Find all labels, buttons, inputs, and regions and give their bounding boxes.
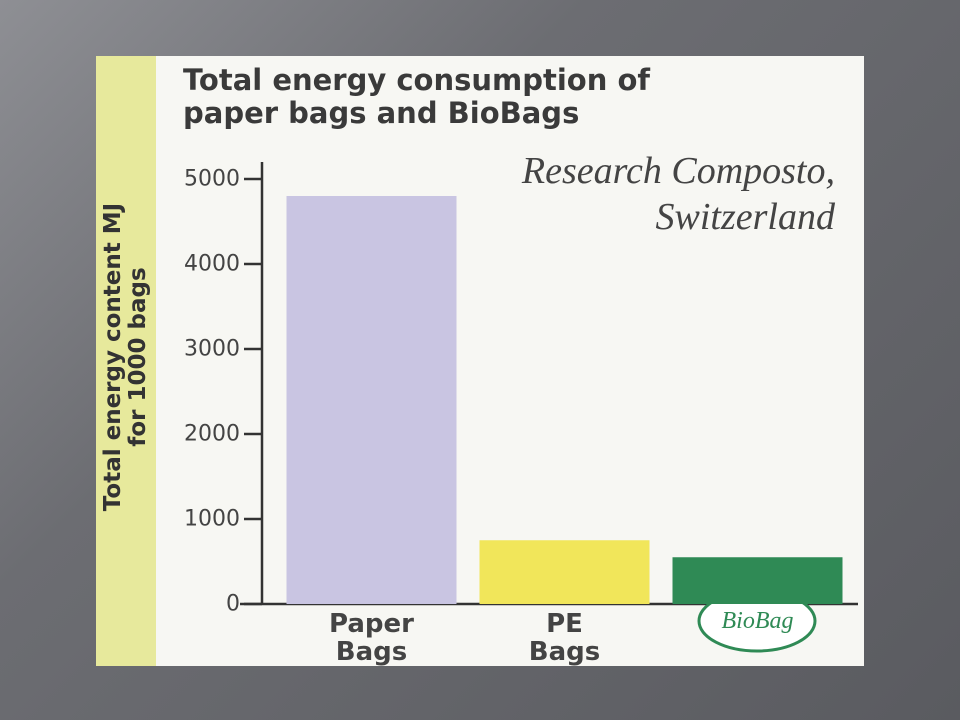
bar (479, 540, 650, 604)
bar (286, 196, 457, 604)
y-axis-label: Total energy content MJ for 1000 bags (100, 202, 151, 512)
x-tick-label: BioBag (721, 608, 794, 634)
annotation: Research Composto, Switzerland (521, 150, 835, 238)
y-tick-label: 4000 (184, 251, 240, 277)
y-tick-label: 3000 (184, 336, 240, 362)
x-tick-label: Paper Bags (329, 609, 414, 667)
y-tick-label: 1000 (184, 506, 240, 532)
chart-title: Total energy consumption of paper bags a… (183, 63, 651, 130)
bar (672, 557, 843, 604)
y-tick-label: 0 (226, 591, 240, 617)
y-tick-label: 5000 (184, 166, 240, 192)
side-strip (96, 56, 156, 666)
x-tick-label: PE Bags (528, 609, 601, 667)
y-tick-label: 2000 (184, 421, 240, 447)
